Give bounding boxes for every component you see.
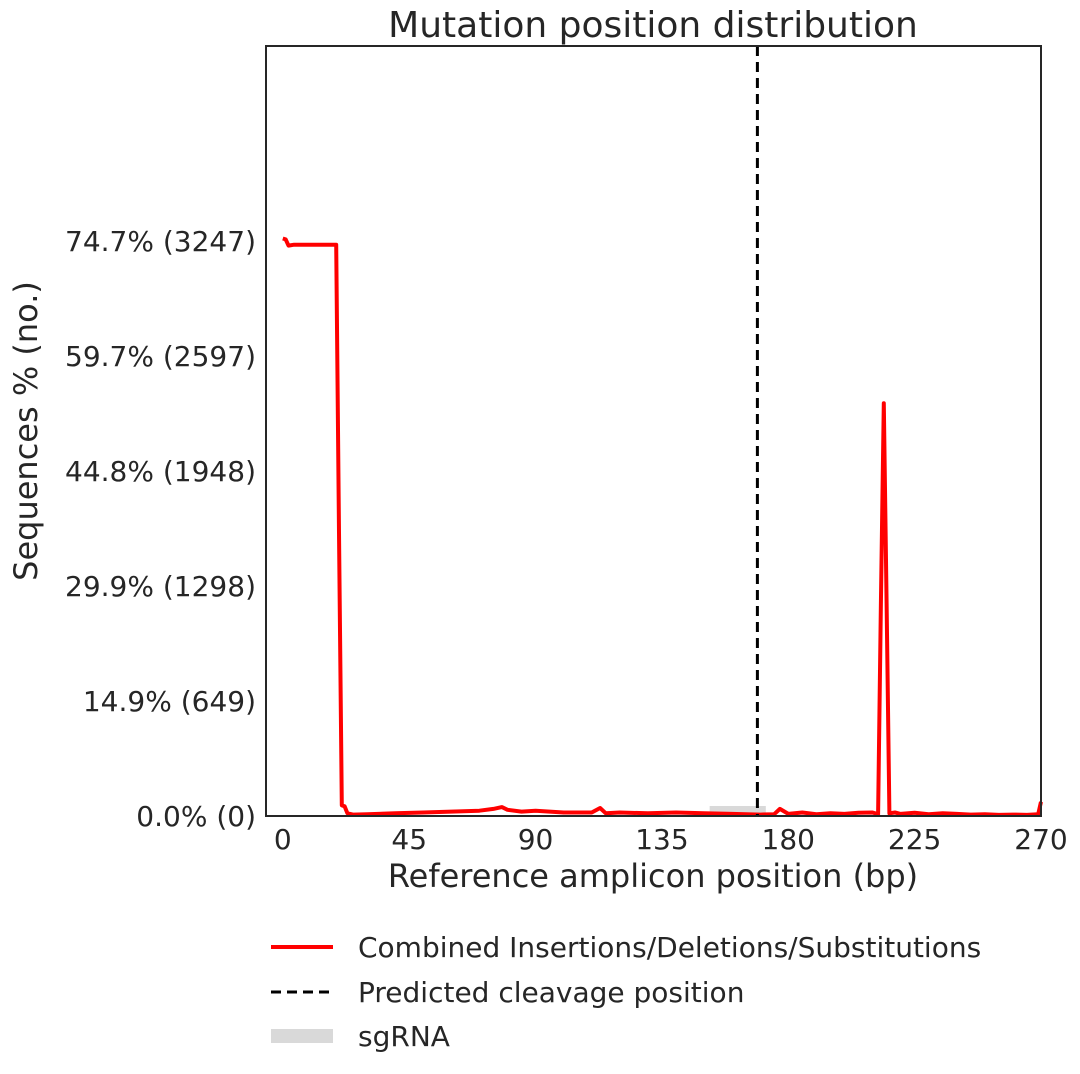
chart-title: Mutation position distribution bbox=[388, 5, 918, 46]
y-axis-ticks: 0.0% (0) 14.9% (649) 29.9% (1298) 44.8% (19… bbox=[65, 225, 256, 833]
x-tick-label: 0 bbox=[274, 823, 292, 856]
x-axis-ticks: 0 45 90 135 180 225 270 bbox=[274, 823, 1068, 856]
y-tick-label: 74.7% (3247) bbox=[65, 225, 256, 258]
legend-item-combined-label: Combined Insertions/Deletions/Substituti… bbox=[358, 931, 981, 964]
y-tick-label: 0.0% (0) bbox=[136, 800, 256, 833]
x-tick-label: 270 bbox=[1014, 823, 1067, 856]
series-line-combined-indels-substitutions bbox=[282, 236, 1043, 817]
x-tick-label: 135 bbox=[635, 823, 688, 856]
y-tick-label: 29.9% (1298) bbox=[65, 570, 256, 603]
legend-item-cleavage-label: Predicted cleavage position bbox=[358, 976, 744, 1009]
y-axis-label: Sequences % (no.) bbox=[7, 281, 45, 581]
legend-swatch-sgrna bbox=[271, 1029, 333, 1043]
x-axis-label: Reference amplicon position (bp) bbox=[388, 857, 918, 895]
y-tick-label: 59.7% (2597) bbox=[65, 340, 256, 373]
y-tick-label: 14.9% (649) bbox=[83, 685, 256, 718]
x-tick-label: 225 bbox=[888, 823, 941, 856]
legend-item-sgrna-label: sgRNA bbox=[358, 1020, 450, 1053]
x-tick-label: 180 bbox=[762, 823, 815, 856]
legend: Combined Insertions/Deletions/Substituti… bbox=[271, 931, 981, 1053]
sgrna-region bbox=[709, 806, 766, 816]
x-tick-label: 90 bbox=[518, 823, 554, 856]
plot-area bbox=[282, 46, 1043, 817]
plot-frame bbox=[265, 45, 1042, 817]
y-tick-label: 44.8% (1948) bbox=[65, 455, 256, 488]
x-tick-label: 45 bbox=[391, 823, 427, 856]
